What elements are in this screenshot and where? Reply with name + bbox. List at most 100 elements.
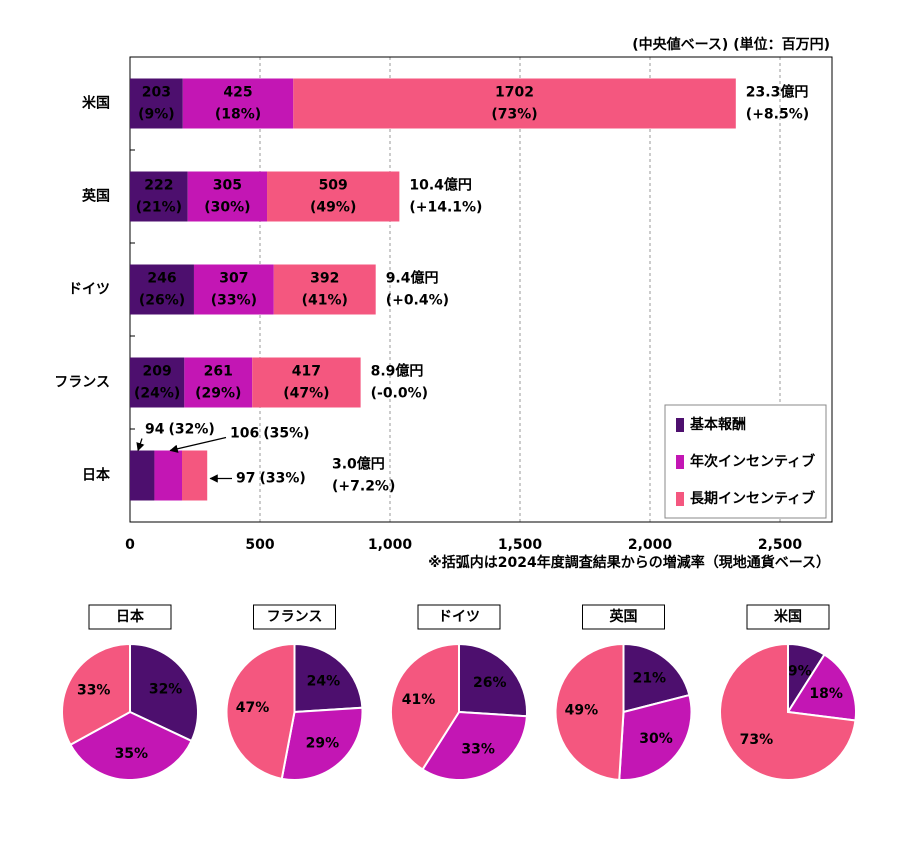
share-label: (29%) bbox=[195, 386, 241, 402]
share-label: (41%) bbox=[302, 293, 348, 309]
legend-swatch bbox=[676, 418, 684, 432]
share-label: (18%) bbox=[215, 107, 261, 123]
change-label: (+7.2%) bbox=[332, 479, 395, 495]
annotation-arrow bbox=[136, 438, 145, 452]
value-label: 1702 bbox=[495, 85, 534, 101]
change-label: (-0.0%) bbox=[371, 386, 428, 402]
bar-segment bbox=[130, 78, 183, 129]
pie-label: 29% bbox=[306, 736, 340, 752]
pie-title-box bbox=[253, 604, 336, 630]
bar-segment bbox=[252, 357, 361, 408]
x-tick-label: 1,000 bbox=[368, 537, 413, 553]
x-tick-label: 1,500 bbox=[498, 537, 543, 553]
total-label: 9.4億円 bbox=[386, 270, 439, 287]
total-label: 23.3億円 bbox=[746, 84, 809, 101]
pie-label: 18% bbox=[809, 686, 843, 702]
pie-label: 26% bbox=[473, 675, 507, 691]
value-label: 305 bbox=[213, 178, 242, 194]
value-label: 209 bbox=[143, 364, 172, 380]
value-label: 307 bbox=[219, 271, 248, 287]
bar-segment bbox=[130, 357, 185, 408]
legend-swatch bbox=[676, 492, 684, 506]
y-tick-label: 日本 bbox=[82, 467, 111, 484]
value-label: 222 bbox=[144, 178, 173, 194]
pie-title: ドイツ bbox=[438, 609, 480, 625]
share-label: (30%) bbox=[204, 200, 250, 216]
pie-slice bbox=[786, 653, 857, 722]
pie-title: 米国 bbox=[774, 608, 802, 625]
pie-slice bbox=[618, 693, 693, 781]
value-label: 97 bbox=[236, 471, 255, 487]
change-label: (+0.4%) bbox=[386, 293, 449, 309]
subtitle: (中央値ベース) (単位：百万円) bbox=[632, 36, 830, 53]
value-annotation: 97 (33%) bbox=[236, 471, 306, 487]
pie-slice bbox=[458, 642, 528, 718]
pie-label: 32% bbox=[149, 681, 183, 697]
total-label: 10.4億円 bbox=[409, 177, 472, 194]
value-label: 203 bbox=[142, 85, 171, 101]
share-label: (26%) bbox=[139, 293, 185, 309]
y-tick-label: 英国 bbox=[81, 188, 110, 205]
pie-slice bbox=[129, 642, 199, 743]
bar-segment bbox=[273, 264, 376, 315]
pie-title-box bbox=[746, 604, 830, 630]
pie-slice bbox=[622, 642, 691, 714]
bar-segment bbox=[184, 357, 253, 408]
pie-title: 英国 bbox=[609, 608, 638, 625]
change-label: (+8.5%) bbox=[746, 107, 809, 123]
total-label: 3.0億円 bbox=[332, 456, 385, 473]
x-tick-label: 0 bbox=[125, 537, 135, 553]
share-label: (24%) bbox=[134, 386, 180, 402]
share-label: (21%) bbox=[136, 200, 182, 216]
share-label: (47%) bbox=[283, 386, 329, 402]
pie-slice bbox=[61, 642, 131, 747]
bar-segment bbox=[130, 450, 155, 501]
legend-label: 年次インセンティブ bbox=[690, 453, 815, 470]
total-label: 8.9億円 bbox=[371, 363, 424, 380]
value-label: 509 bbox=[319, 178, 348, 194]
share-label: (9%) bbox=[138, 107, 175, 123]
value-label: 246 bbox=[147, 271, 176, 287]
pie-label: 41% bbox=[402, 692, 436, 708]
annotation-arrow bbox=[169, 436, 227, 453]
y-tick-label: ドイツ bbox=[68, 282, 110, 298]
pie-label: 47% bbox=[236, 700, 270, 716]
share-label: (32%) bbox=[168, 422, 214, 438]
bar-segment bbox=[154, 450, 182, 501]
pie-label: 24% bbox=[307, 673, 341, 689]
value-annotation: 106 (35%) bbox=[230, 426, 310, 442]
share-label: (35%) bbox=[263, 426, 309, 442]
y-tick-label: 米国 bbox=[82, 95, 110, 112]
legend-label: 基本報酬 bbox=[690, 416, 746, 433]
pie-title-box bbox=[88, 604, 172, 630]
pie-title-box bbox=[582, 604, 665, 630]
pie-slice bbox=[280, 706, 364, 781]
value-label: 417 bbox=[292, 364, 321, 380]
change-label: (+14.1%) bbox=[409, 200, 482, 216]
bar-segment bbox=[293, 78, 736, 129]
pie-slice bbox=[719, 642, 857, 781]
legend-swatch bbox=[676, 455, 684, 469]
pie-slice bbox=[554, 642, 625, 781]
share-label: (73%) bbox=[491, 107, 537, 123]
share-label: (33%) bbox=[211, 293, 257, 309]
pie-label: 73% bbox=[740, 732, 774, 748]
legend-label: 長期インセンティブ bbox=[690, 490, 815, 507]
bar-segment bbox=[187, 171, 268, 222]
x-tick-label: 2,500 bbox=[758, 537, 803, 553]
pie-title: 日本 bbox=[116, 608, 145, 625]
value-label: 392 bbox=[310, 271, 339, 287]
pie-title-box bbox=[417, 604, 501, 630]
bar-segment bbox=[267, 171, 400, 222]
pie-label: 33% bbox=[461, 742, 495, 758]
pie-label: 49% bbox=[565, 703, 599, 719]
pie-title: フランス bbox=[267, 609, 323, 625]
pie-slice bbox=[390, 642, 460, 771]
pie-label: 30% bbox=[639, 731, 673, 747]
share-label: (33%) bbox=[259, 471, 305, 487]
value-label: 94 bbox=[145, 422, 165, 438]
footnote: ※括弧内は2024年度調査結果からの増減率（現地通貨ベース） bbox=[428, 554, 830, 571]
pie-slice bbox=[225, 642, 296, 780]
bar-segment bbox=[182, 450, 208, 501]
